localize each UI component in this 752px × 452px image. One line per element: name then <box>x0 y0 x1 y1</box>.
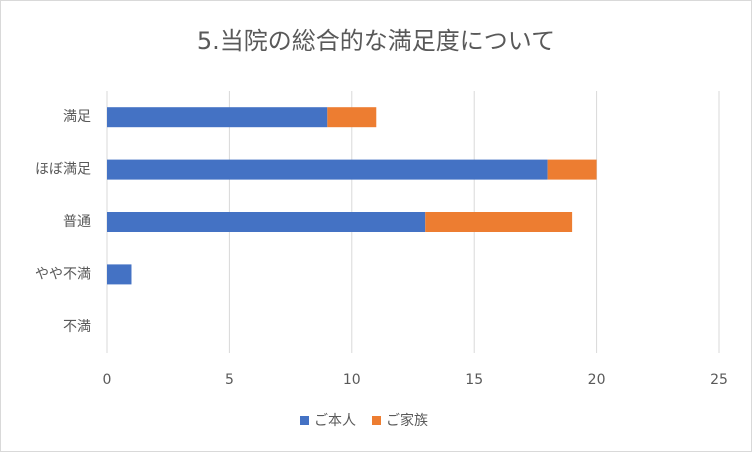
bar <box>107 159 548 180</box>
bar <box>547 159 597 180</box>
legend-label: ご本人 <box>314 413 356 429</box>
bar <box>107 212 426 232</box>
legend-swatch <box>300 416 309 425</box>
bar <box>425 212 573 232</box>
x-tick-label: 15 <box>465 372 483 388</box>
bar <box>107 107 328 128</box>
chart-title: 5.当院の総合的な満足度について <box>197 27 555 55</box>
y-tick-label: 不満 <box>63 319 91 335</box>
y-tick-label: やや不満 <box>35 266 91 282</box>
x-tick-label: 25 <box>710 372 728 388</box>
y-tick-label: 普通 <box>63 214 91 230</box>
y-tick-label: ほぼ満足 <box>35 162 91 178</box>
legend-label: ご家族 <box>386 412 428 429</box>
x-tick-label: 0 <box>103 372 112 388</box>
x-tick-label: 5 <box>225 372 234 388</box>
x-tick-label: 10 <box>343 372 361 388</box>
x-tick-label: 20 <box>588 372 606 388</box>
y-tick-label: 満足 <box>63 109 91 125</box>
bar <box>107 264 132 285</box>
bar <box>327 107 377 128</box>
legend-swatch <box>372 416 381 425</box>
